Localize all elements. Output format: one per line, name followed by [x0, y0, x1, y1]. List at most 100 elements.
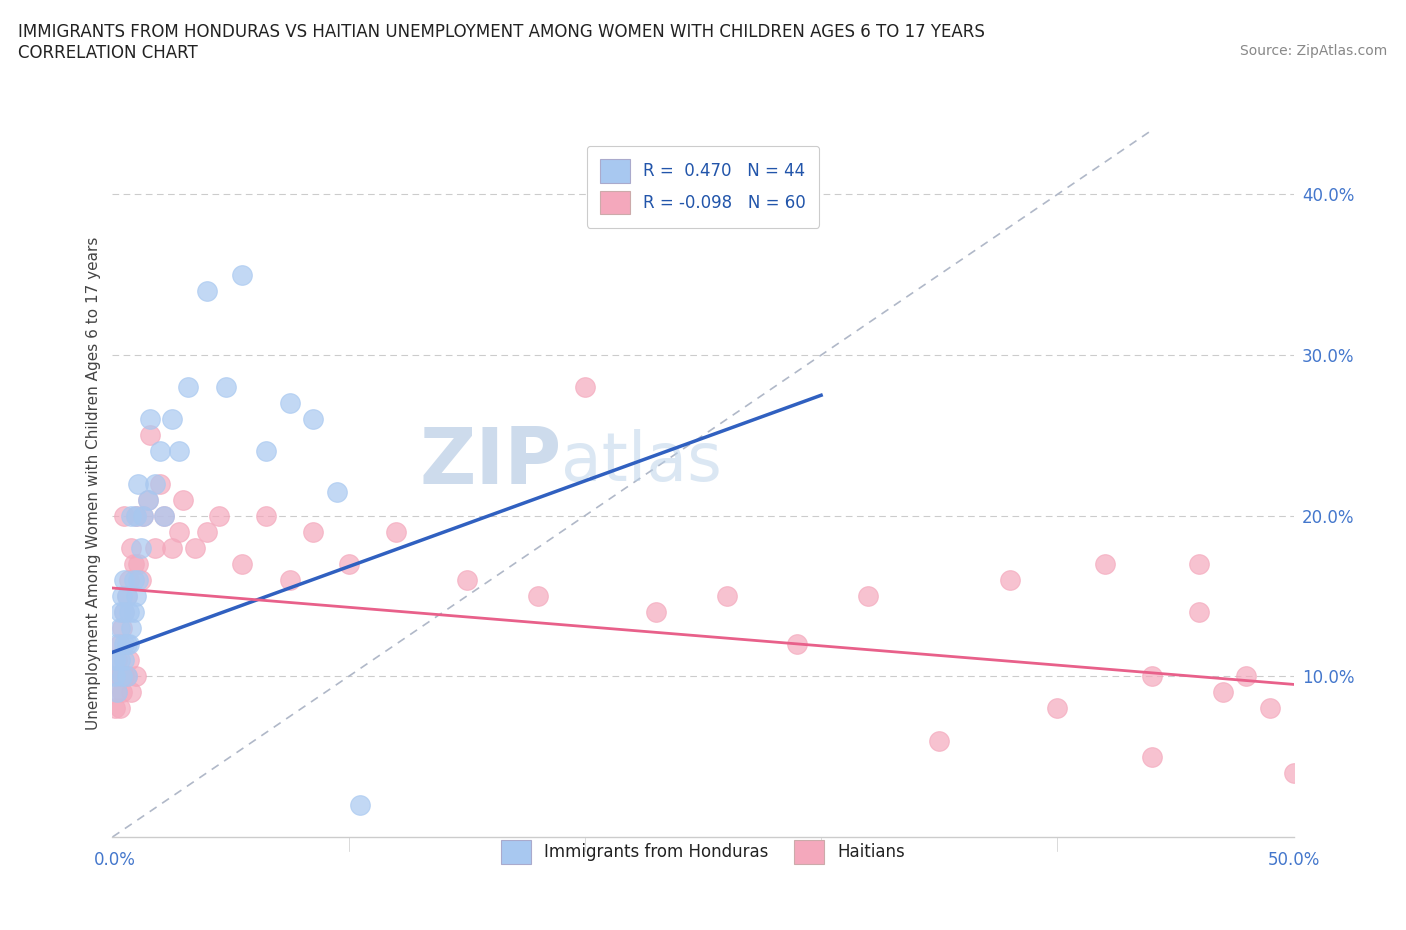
Point [1046, 701, 1069, 716]
Point [132, 509, 155, 524]
Point [115, 669, 138, 684]
Point [254, 444, 277, 458]
Point [108, 669, 131, 684]
Point [105, 637, 128, 652]
Point [125, 509, 148, 524]
Point [108, 620, 131, 635]
Legend: Immigrants from Honduras, Haitians: Immigrants from Honduras, Haitians [495, 833, 911, 870]
Point [120, 620, 142, 635]
Point [177, 379, 200, 394]
Point [115, 637, 138, 652]
Point [526, 589, 548, 604]
Point [108, 653, 131, 668]
Point [143, 540, 166, 555]
Point [112, 637, 135, 652]
Point [139, 428, 162, 443]
Point [105, 685, 128, 700]
Point [195, 284, 218, 299]
Point [132, 509, 155, 524]
Point [127, 476, 149, 491]
Point [456, 573, 478, 588]
Point [105, 685, 128, 700]
Point [139, 412, 162, 427]
Point [858, 589, 880, 604]
Point [115, 669, 138, 684]
Point [1140, 669, 1163, 684]
Point [167, 444, 190, 458]
Point [1140, 750, 1163, 764]
Point [195, 525, 218, 539]
Point [385, 525, 408, 539]
Legend: R =  0.470   N = 44, R = -0.098   N = 60: R = 0.470 N = 44, R = -0.098 N = 60 [586, 146, 820, 228]
Point [160, 540, 183, 555]
Text: atlas: atlas [561, 430, 723, 496]
Point [302, 525, 325, 539]
Point [129, 540, 152, 555]
Point [184, 540, 207, 555]
Point [112, 669, 135, 684]
Point [112, 573, 135, 588]
Point [998, 573, 1021, 588]
Point [716, 589, 738, 604]
Point [118, 637, 141, 652]
Point [108, 604, 131, 619]
Point [1212, 685, 1234, 700]
Point [115, 589, 138, 604]
Point [104, 653, 127, 668]
Point [1258, 701, 1281, 716]
Point [278, 573, 301, 588]
Point [111, 669, 134, 684]
Point [104, 669, 127, 684]
Point [111, 685, 134, 700]
Point [337, 556, 360, 571]
Point [122, 556, 145, 571]
Point [105, 653, 128, 668]
Point [127, 556, 149, 571]
Point [1188, 604, 1211, 619]
Point [108, 637, 131, 652]
Text: CORRELATION CHART: CORRELATION CHART [18, 44, 198, 61]
Point [125, 509, 148, 524]
Point [136, 492, 159, 507]
Text: Source: ZipAtlas.com: Source: ZipAtlas.com [1240, 44, 1388, 58]
Point [125, 669, 148, 684]
Point [215, 379, 238, 394]
Point [644, 604, 666, 619]
Point [108, 701, 131, 716]
Point [112, 653, 135, 668]
Point [120, 685, 142, 700]
Point [278, 396, 301, 411]
Point [1188, 556, 1211, 571]
Point [143, 476, 166, 491]
Point [125, 589, 148, 604]
Point [786, 637, 808, 652]
Point [136, 492, 159, 507]
Point [1282, 765, 1305, 780]
Point [149, 476, 172, 491]
Point [574, 379, 596, 394]
Point [104, 669, 127, 684]
Point [127, 573, 149, 588]
Point [111, 620, 134, 635]
Point [302, 412, 325, 427]
Point [118, 653, 141, 668]
Point [122, 573, 145, 588]
Point [120, 540, 142, 555]
Text: 0.0%: 0.0% [94, 851, 136, 870]
Point [120, 509, 142, 524]
Point [254, 509, 277, 524]
Text: 50.0%: 50.0% [1267, 851, 1320, 870]
Point [208, 509, 231, 524]
Point [112, 604, 135, 619]
Point [172, 492, 194, 507]
Point [153, 509, 176, 524]
Point [167, 525, 190, 539]
Point [349, 797, 371, 812]
Point [231, 267, 253, 282]
Point [118, 604, 141, 619]
Point [118, 573, 141, 588]
Point [104, 701, 127, 716]
Point [326, 485, 349, 499]
Text: IMMIGRANTS FROM HONDURAS VS HAITIAN UNEMPLOYMENT AMONG WOMEN WITH CHILDREN AGES : IMMIGRANTS FROM HONDURAS VS HAITIAN UNEM… [18, 23, 986, 41]
Point [115, 589, 138, 604]
